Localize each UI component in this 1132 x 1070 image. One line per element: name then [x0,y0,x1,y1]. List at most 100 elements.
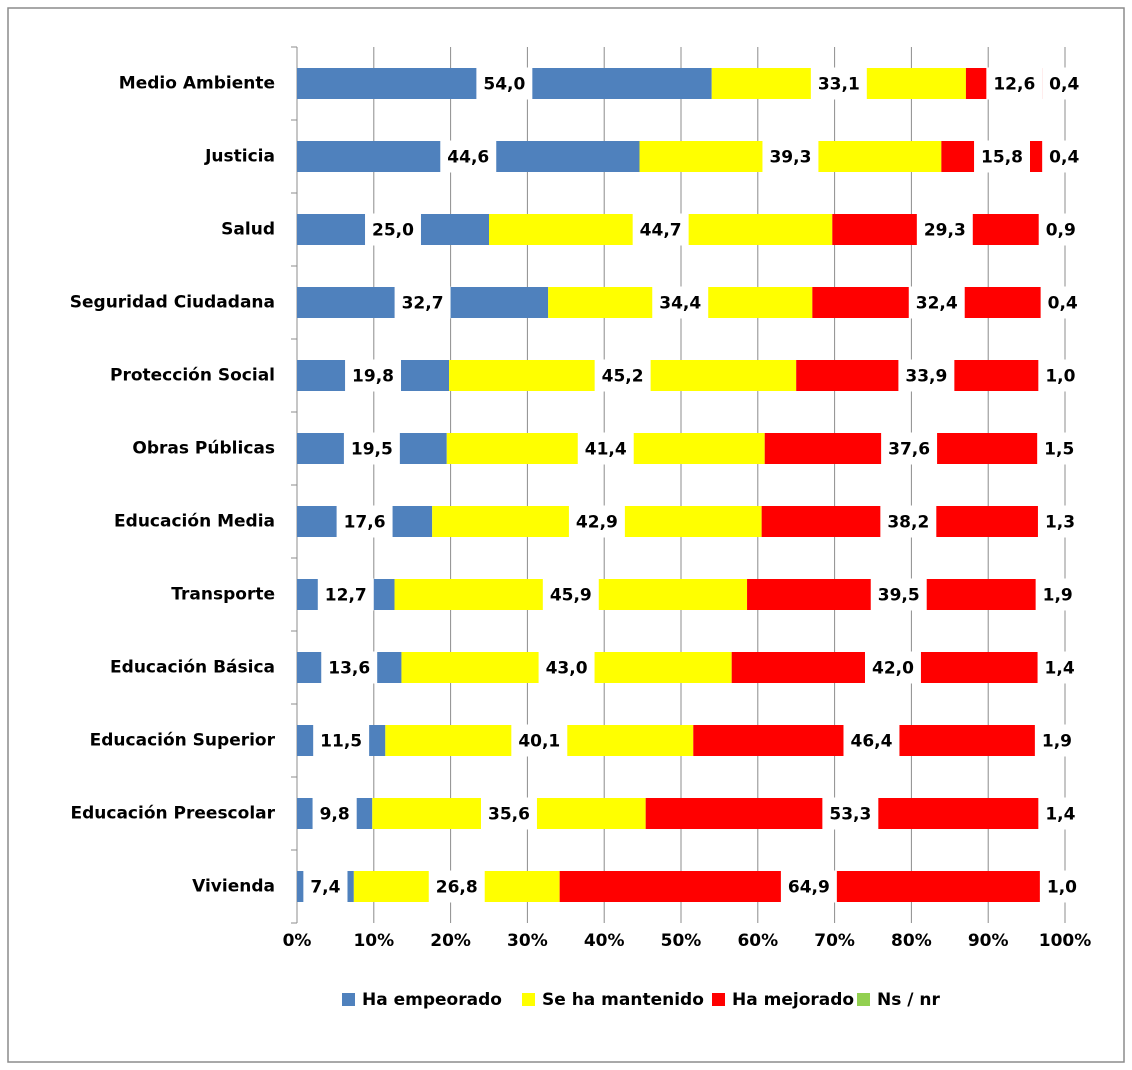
legend-swatch [712,993,725,1006]
data-label: 25,0 [372,221,414,241]
data-label: 64,9 [788,878,830,898]
data-label-bg [321,651,378,684]
data-label: 34,4 [659,294,701,314]
legend-swatch [857,993,870,1006]
data-label-bg [1035,578,1080,611]
x-tick-label: 70% [814,931,855,951]
data-label: 35,6 [488,805,530,825]
data-label: 1,9 [1043,586,1073,606]
data-label-bg [810,67,867,100]
data-label: 43,0 [546,659,588,679]
data-label: 0,9 [1046,221,1076,241]
data-label-bg [632,213,689,246]
data-label-bg [568,505,625,538]
data-label-bg [916,213,973,246]
data-label-bg [1038,213,1083,246]
data-label: 15,8 [981,148,1023,168]
data-label: 9,8 [320,805,350,825]
data-label: 33,1 [818,75,860,95]
data-label-bg [577,432,634,465]
data-label-bg [1040,286,1085,319]
x-tick-label: 0% [283,931,312,951]
data-label-bg [345,359,402,392]
data-label-bg [870,578,927,611]
data-label: 1,0 [1045,367,1075,387]
data-label-bg [1038,359,1083,392]
data-label: 32,4 [916,294,958,314]
data-label: 1,3 [1045,513,1075,533]
y-tick-label: Obras Públicas [132,439,275,459]
data-label: 45,2 [602,367,644,387]
data-label-bg [881,432,938,465]
legend-label: Ns / nr [877,990,940,1010]
data-label: 12,6 [993,75,1035,95]
data-label-bg [1037,651,1082,684]
data-label: 41,4 [585,440,627,460]
x-tick-label: 90% [968,931,1009,951]
data-label: 40,1 [518,732,560,752]
data-label: 42,9 [576,513,618,533]
y-tick-label: Seguridad Ciudadana [70,293,275,313]
data-label-bg [652,286,709,319]
data-label-bg [365,213,421,246]
data-label-bg [394,286,451,319]
x-tick-label: 60% [737,931,778,951]
legend-label: Se ha mantenido [542,990,704,1010]
legend-label: Ha empeorado [362,990,502,1010]
y-tick-label: Vivienda [192,877,275,897]
x-tick-label: 10% [353,931,394,951]
data-label-bg [428,870,485,903]
data-label-bg [1042,140,1087,173]
data-label: 1,4 [1045,805,1075,825]
data-label-bg [542,578,599,611]
data-label: 53,3 [829,805,871,825]
data-label: 0,4 [1049,75,1079,95]
data-label: 42,0 [872,659,914,679]
data-label-bg [864,651,921,684]
grid [373,47,1066,923]
data-label-bg [880,505,937,538]
legend-label: Ha mejorado [732,990,854,1010]
data-label: 13,6 [328,659,370,679]
x-tick-label: 40% [584,931,625,951]
data-label: 7,4 [310,878,340,898]
data-label: 17,6 [344,513,386,533]
x-tick-label: 50% [661,931,702,951]
x-tick-label: 80% [891,931,932,951]
data-label: 39,3 [769,148,811,168]
data-label-bg [986,67,1043,100]
data-label-bg [1039,870,1084,903]
data-label-bg [312,797,357,830]
data-label-bg [898,359,955,392]
data-label-bg [343,432,400,465]
y-tick-label: Justicia [204,147,275,167]
data-label-bg [1042,67,1087,100]
data-label: 46,4 [850,732,892,752]
y-tick-label: Transporte [171,585,275,605]
data-label: 32,7 [402,294,444,314]
data-label: 26,8 [436,878,478,898]
data-label: 0,4 [1048,294,1078,314]
y-tick-label: Educación Superior [90,731,276,751]
y-tick-label: Educación Preescolar [71,804,276,824]
data-label-bg [480,797,537,830]
data-label-bg [822,797,879,830]
data-label: 1,0 [1047,878,1077,898]
data-label: 44,6 [447,148,489,168]
data-label-bg [780,870,837,903]
data-label: 38,2 [887,513,929,533]
y-tick-label: Protección Social [110,366,275,386]
y-tick-label: Educación Media [114,512,275,532]
data-label-bg [908,286,965,319]
data-label-bg [762,140,819,173]
data-label: 1,5 [1044,440,1074,460]
data-label-bg [476,67,533,100]
data-label: 19,8 [352,367,394,387]
data-label-bg [440,140,497,173]
data-label-bg [511,724,568,757]
data-label: 54,0 [483,75,525,95]
data-label-bg [1037,505,1083,538]
data-label-bg [1034,724,1079,757]
data-label-bg [317,578,374,611]
data-label: 12,7 [325,586,367,606]
